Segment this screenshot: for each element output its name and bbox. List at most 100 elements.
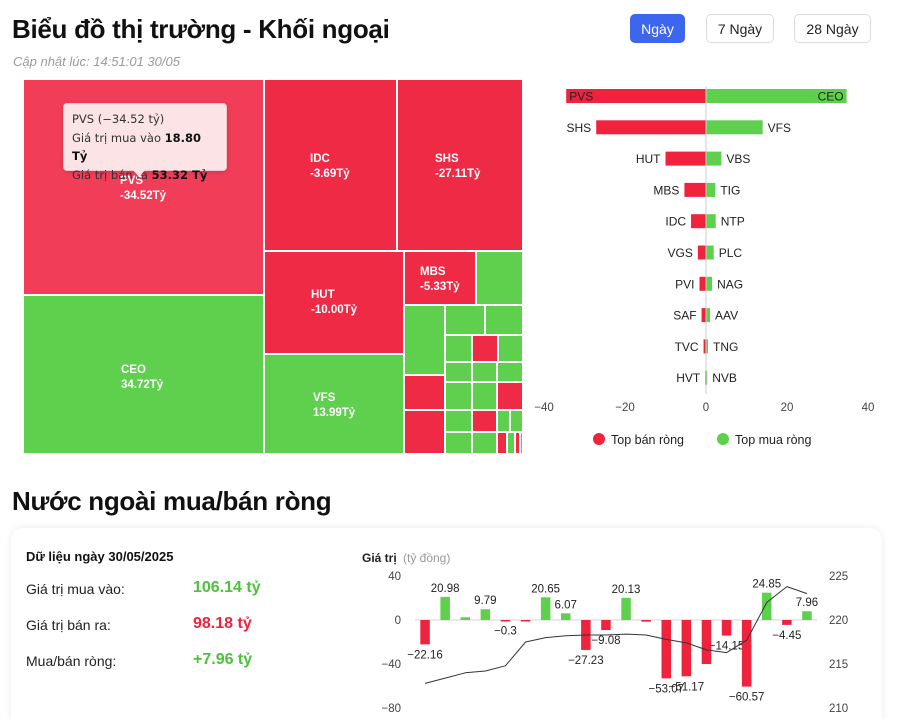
tab-day[interactable]: Ngày (630, 14, 685, 43)
y-tick-label: 0 (395, 615, 401, 627)
y-axis-unit: (tỷ đồng) (403, 551, 450, 565)
y-tick-label: 40 (388, 571, 401, 583)
sell-bar (697, 245, 706, 260)
treemap-tile[interactable] (445, 432, 472, 454)
buy-label: TNG (713, 340, 738, 354)
tile-label: SHS -27.11Tỷ (435, 153, 481, 180)
sell-bar (699, 276, 706, 291)
net-bar (420, 620, 430, 645)
sell-bar (566, 89, 706, 103)
treemap-tile[interactable] (497, 432, 507, 454)
net-bar (701, 620, 712, 664)
treemap-tile[interactable] (476, 251, 523, 305)
index-line (424, 586, 808, 684)
treemap-tile[interactable] (497, 410, 510, 432)
buy-label: NAG (717, 277, 743, 291)
treemap-tile[interactable] (445, 335, 472, 362)
sell-label: PVI (675, 277, 694, 291)
buy-label: PLC (719, 246, 743, 260)
tile-label: CEO 34.72Tỷ (121, 364, 164, 391)
sell-label: IDC (665, 215, 686, 229)
net-label: Mua/bán ròng: (26, 653, 117, 669)
treemap-tile[interactable] (497, 382, 523, 410)
treemap-tile[interactable] (507, 432, 515, 454)
section-title: Nước ngoài mua/bán ròng (12, 486, 332, 516)
tile-label: IDC -3.69Tỷ (310, 153, 350, 180)
tab-7-days[interactable]: 7 Ngày (706, 14, 774, 43)
treemap-tile[interactable] (472, 432, 497, 454)
treemap-tile-vfs[interactable]: VFS 13.99Tỷ (264, 354, 404, 454)
buy-bar (706, 89, 847, 103)
treemap-tooltip: PVS (−34.52 tỷ) Giá trị mua vào 18.80 Tỷ… (63, 103, 227, 182)
net-bar (741, 620, 752, 687)
y-axis-title: Giá trị (362, 551, 397, 565)
treemap-tile[interactable] (472, 335, 498, 362)
tooltip-sell: Giá trị bán ra 53.32 Tỷ (72, 167, 208, 182)
treemap-tile[interactable] (515, 432, 520, 454)
bar-value-label: −14.15 (709, 641, 745, 653)
y2-tick-label: 215 (829, 659, 848, 671)
treemap-tile[interactable] (498, 335, 523, 362)
sell-bar (665, 151, 706, 166)
bar-value-label: −4.45 (772, 630, 801, 642)
treemap-tile[interactable] (485, 305, 523, 335)
buy-label: Giá trị mua vào: (26, 581, 125, 597)
buy-bar (706, 182, 716, 197)
tooltip-pointer (133, 170, 145, 177)
sell-label: HUT (636, 152, 661, 166)
net-bar (500, 620, 511, 622)
x-tick-label: −20 (615, 402, 635, 414)
x-tick-label: 20 (781, 402, 794, 414)
bar-value-label: −0.3 (494, 625, 517, 637)
treemap-tile[interactable] (445, 410, 472, 432)
bar-value-label: 20.13 (612, 584, 641, 596)
treemap-tile[interactable] (404, 375, 445, 410)
treemap-tile-idc[interactable]: IDC -3.69Tỷ (264, 79, 397, 251)
net-summary-card (11, 528, 882, 719)
sell-bar (596, 120, 706, 135)
treemap-tile-shs[interactable]: SHS -27.11Tỷ (397, 79, 523, 251)
treemap-tile[interactable] (404, 305, 445, 375)
bar-value-label: −51.17 (669, 681, 705, 693)
treemap-tile[interactable] (520, 432, 523, 454)
bar-value-label: 9.79 (474, 595, 496, 607)
sell-label: TVC (675, 340, 699, 354)
buy-label: VBS (726, 152, 750, 166)
bar-value-label: 20.65 (531, 583, 560, 595)
treemap-tile[interactable] (472, 410, 497, 432)
treemap-tile[interactable] (510, 410, 523, 432)
treemap-tile-hut[interactable]: HUT -10.00Tỷ (264, 251, 404, 354)
net-bar (460, 617, 470, 620)
net-bar (661, 620, 671, 679)
sell-label: MBS (653, 183, 679, 197)
net-bar (762, 592, 772, 620)
treemap-tile[interactable] (404, 410, 445, 454)
buy-bar (706, 245, 714, 260)
tooltip-title: PVS (−34.52 tỷ) (72, 112, 165, 126)
net-flow-chart: Giá trị (tỷ đồng)40 0 −40 −80 225 220 215 210 −22… (362, 551, 848, 715)
sell-bar (684, 182, 706, 197)
y2-tick-label: 210 (829, 703, 848, 715)
net-value: +7.96 tỷ (193, 651, 253, 668)
legend-buy-label: Top mua ròng (735, 433, 811, 447)
treemap-tile-ceo[interactable]: CEO 34.72Tỷ (23, 295, 264, 454)
treemap-tile[interactable] (472, 362, 497, 382)
treemap-tile[interactable] (445, 305, 485, 335)
buy-label: AAV (715, 309, 738, 323)
treemap-tile[interactable] (497, 362, 523, 382)
bar-value-label: −53.07 (649, 683, 685, 695)
treemap-tile-mbs[interactable]: MBS -5.33Tỷ (404, 251, 476, 305)
net-bar (520, 620, 531, 622)
tab-28-days[interactable]: 28 Ngày (794, 14, 871, 43)
sell-bar (703, 339, 706, 354)
treemap-tile[interactable] (445, 382, 472, 410)
net-bar (540, 597, 551, 620)
treemap-tile[interactable] (445, 362, 472, 382)
treemap-tile[interactable] (472, 382, 497, 410)
sell-label: VGS (668, 246, 693, 260)
bar-value-label: −22.16 (407, 649, 443, 661)
page-title: Biểu đồ thị trường - Khối ngoại (12, 14, 390, 44)
tile-label: PVS -34.52Tỷ (120, 175, 167, 202)
bar-value-label: −9.08 (591, 635, 620, 647)
sell-label: SAF (673, 309, 696, 323)
